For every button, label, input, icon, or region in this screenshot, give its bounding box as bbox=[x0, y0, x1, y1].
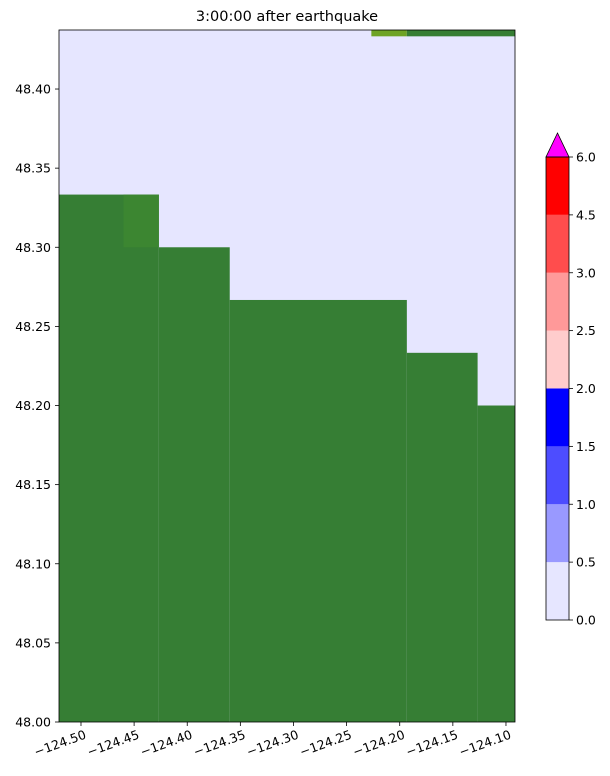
colorbar-band bbox=[546, 214, 569, 273]
colorbar-band bbox=[546, 272, 569, 331]
colorbar-band bbox=[546, 504, 569, 563]
colorbar-tick-label: 0.5 bbox=[576, 555, 596, 570]
x-tick-label: −124.30 bbox=[244, 727, 300, 760]
y-tick-label: 48.05 bbox=[15, 635, 51, 650]
y-tick-label: 48.30 bbox=[15, 240, 51, 255]
colorbar-tick-label: 6.0 bbox=[576, 150, 596, 165]
land-cell bbox=[158, 247, 230, 723]
x-tick-label: −124.50 bbox=[32, 727, 88, 760]
y-tick-label: 48.35 bbox=[15, 161, 51, 176]
colorbar-band bbox=[546, 388, 569, 447]
y-tick-label: 48.00 bbox=[15, 715, 51, 730]
y-tick-label: 48.15 bbox=[15, 477, 51, 492]
colorbar-tick-label: 3.0 bbox=[576, 265, 596, 280]
x-tick-label: −124.15 bbox=[404, 727, 460, 760]
plot-frame bbox=[58, 29, 516, 723]
colorbar-band bbox=[546, 562, 569, 620]
y-tick-label: 48.25 bbox=[15, 319, 51, 334]
colorbar-tick-label: 1.5 bbox=[576, 439, 596, 454]
land-cell bbox=[123, 194, 159, 248]
colorbar-tick-label: 0.0 bbox=[576, 613, 596, 628]
colorbar-tick-label: 1.0 bbox=[576, 497, 596, 512]
colorbar-band bbox=[546, 446, 569, 505]
land-cell bbox=[229, 299, 407, 722]
land-cell bbox=[477, 405, 515, 722]
y-tick-label: 48.40 bbox=[15, 82, 51, 97]
x-tick-label: −124.20 bbox=[351, 727, 407, 760]
colorbar-extend bbox=[545, 132, 570, 158]
x-tick-label: −124.25 bbox=[298, 727, 354, 760]
y-tick-label: 48.10 bbox=[15, 556, 51, 571]
colorbar-band bbox=[546, 330, 569, 389]
x-tick-label: −124.35 bbox=[191, 727, 247, 760]
land-cell bbox=[371, 30, 407, 37]
colorbar-tick-label: 2.5 bbox=[576, 323, 596, 338]
colorbar-tick-label: 4.5 bbox=[576, 207, 596, 222]
x-tick-label: −124.10 bbox=[457, 727, 513, 760]
y-tick-label: 48.20 bbox=[15, 398, 51, 413]
land-cell bbox=[406, 352, 478, 722]
chart-title: 3:00:00 after earthquake bbox=[196, 9, 378, 25]
colorbar-band bbox=[546, 157, 569, 215]
land-cell bbox=[406, 30, 515, 37]
colorbar-tick-label: 2.0 bbox=[576, 381, 596, 396]
x-tick-label: −124.45 bbox=[85, 727, 141, 760]
x-tick-label: −124.40 bbox=[138, 727, 194, 760]
land-cell bbox=[59, 194, 159, 723]
